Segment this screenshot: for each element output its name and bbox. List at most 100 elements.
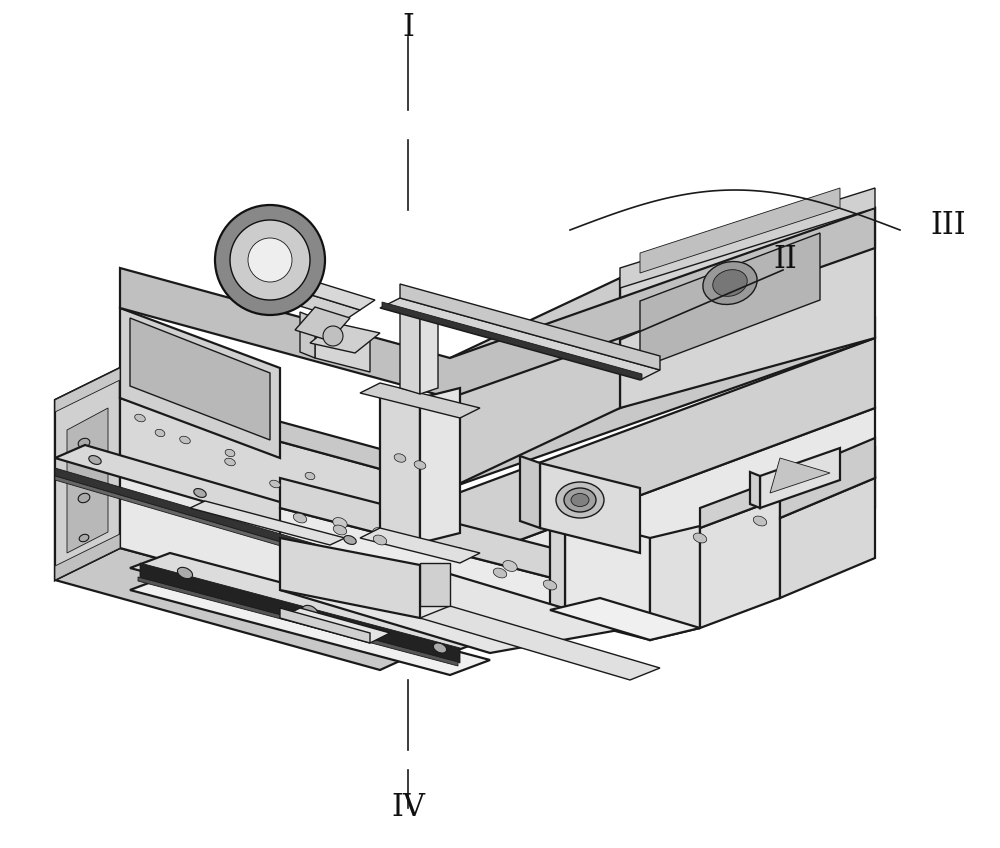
- Polygon shape: [55, 368, 120, 580]
- Ellipse shape: [177, 567, 193, 578]
- Polygon shape: [420, 388, 460, 543]
- Ellipse shape: [613, 588, 627, 599]
- Polygon shape: [280, 608, 370, 643]
- Ellipse shape: [394, 454, 406, 462]
- Polygon shape: [520, 456, 540, 528]
- Polygon shape: [540, 463, 640, 553]
- Ellipse shape: [155, 429, 165, 437]
- Polygon shape: [360, 383, 480, 418]
- Ellipse shape: [493, 568, 507, 578]
- Ellipse shape: [194, 488, 206, 498]
- Polygon shape: [67, 408, 108, 553]
- Polygon shape: [360, 528, 480, 563]
- Text: III: III: [930, 209, 966, 241]
- Ellipse shape: [753, 516, 767, 526]
- Polygon shape: [130, 575, 490, 675]
- Polygon shape: [120, 318, 875, 488]
- Polygon shape: [280, 478, 875, 628]
- Ellipse shape: [79, 534, 89, 542]
- Ellipse shape: [413, 538, 427, 549]
- Ellipse shape: [373, 535, 387, 545]
- Polygon shape: [640, 233, 820, 368]
- Ellipse shape: [571, 494, 589, 506]
- Ellipse shape: [225, 458, 235, 466]
- Polygon shape: [138, 577, 458, 666]
- Polygon shape: [700, 498, 780, 628]
- Ellipse shape: [453, 548, 467, 559]
- Polygon shape: [380, 298, 660, 380]
- Polygon shape: [130, 318, 270, 440]
- Ellipse shape: [713, 527, 727, 538]
- Polygon shape: [550, 598, 700, 640]
- Ellipse shape: [305, 472, 315, 480]
- Ellipse shape: [553, 572, 567, 583]
- Polygon shape: [305, 283, 375, 310]
- Polygon shape: [55, 468, 380, 571]
- Polygon shape: [280, 538, 420, 618]
- Circle shape: [248, 238, 292, 282]
- Polygon shape: [280, 608, 390, 643]
- Circle shape: [230, 220, 310, 300]
- Polygon shape: [770, 458, 830, 493]
- Polygon shape: [750, 472, 760, 508]
- Polygon shape: [55, 368, 120, 412]
- Polygon shape: [300, 312, 315, 358]
- Polygon shape: [280, 478, 630, 598]
- Polygon shape: [290, 293, 360, 320]
- Polygon shape: [55, 548, 450, 670]
- Polygon shape: [120, 408, 875, 638]
- Polygon shape: [630, 448, 875, 598]
- Polygon shape: [55, 368, 120, 580]
- Polygon shape: [315, 318, 370, 372]
- Polygon shape: [400, 312, 420, 394]
- Ellipse shape: [556, 482, 604, 518]
- Polygon shape: [650, 526, 700, 640]
- Ellipse shape: [89, 455, 101, 465]
- Text: II: II: [773, 244, 797, 276]
- Ellipse shape: [333, 517, 347, 528]
- Polygon shape: [420, 606, 660, 680]
- Polygon shape: [620, 188, 875, 288]
- Polygon shape: [420, 563, 450, 606]
- Ellipse shape: [385, 493, 395, 499]
- Ellipse shape: [763, 512, 777, 523]
- Polygon shape: [620, 208, 875, 408]
- Polygon shape: [550, 508, 565, 618]
- Ellipse shape: [673, 543, 687, 554]
- Ellipse shape: [373, 527, 387, 538]
- Polygon shape: [565, 516, 650, 640]
- Polygon shape: [640, 188, 840, 273]
- Ellipse shape: [433, 643, 447, 653]
- Circle shape: [323, 326, 343, 346]
- Ellipse shape: [543, 580, 557, 590]
- Text: I: I: [402, 13, 414, 43]
- Polygon shape: [130, 553, 490, 653]
- Polygon shape: [120, 398, 450, 566]
- Polygon shape: [400, 284, 660, 370]
- Ellipse shape: [693, 533, 707, 543]
- Polygon shape: [140, 563, 460, 663]
- Ellipse shape: [135, 414, 145, 421]
- Ellipse shape: [703, 261, 757, 304]
- Polygon shape: [382, 302, 642, 380]
- Ellipse shape: [503, 561, 517, 572]
- Ellipse shape: [414, 460, 426, 469]
- Ellipse shape: [78, 438, 90, 448]
- Circle shape: [215, 205, 325, 315]
- Ellipse shape: [270, 480, 280, 488]
- Ellipse shape: [225, 449, 235, 457]
- Ellipse shape: [344, 536, 356, 544]
- Polygon shape: [190, 501, 345, 545]
- Polygon shape: [450, 278, 620, 488]
- Ellipse shape: [713, 270, 747, 296]
- Ellipse shape: [293, 513, 307, 523]
- Polygon shape: [760, 448, 840, 508]
- Polygon shape: [295, 307, 350, 341]
- Polygon shape: [700, 478, 780, 528]
- Polygon shape: [420, 312, 438, 394]
- Ellipse shape: [333, 525, 347, 535]
- Ellipse shape: [564, 488, 596, 512]
- Ellipse shape: [302, 605, 318, 616]
- Polygon shape: [55, 476, 380, 575]
- Ellipse shape: [180, 436, 190, 444]
